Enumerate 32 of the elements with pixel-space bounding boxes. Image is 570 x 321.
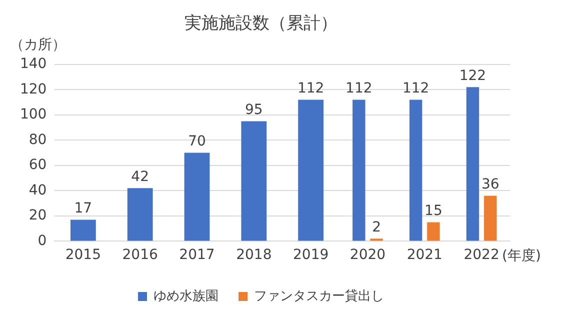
data-label: 36 bbox=[481, 176, 500, 192]
y-tick-label: 120 bbox=[20, 81, 47, 98]
x-tick-label: 2018 bbox=[236, 247, 272, 264]
x-tick-label: 2022 bbox=[464, 247, 500, 264]
data-label: 95 bbox=[244, 102, 263, 118]
y-tick-label: 40 bbox=[28, 182, 47, 198]
data-label: 42 bbox=[131, 168, 149, 185]
data-label: 2 bbox=[372, 219, 382, 236]
y-tick-label: 80 bbox=[28, 132, 47, 148]
y-axis-title: （カ所） bbox=[10, 37, 66, 54]
legend-label: ゆめ水族園 bbox=[154, 288, 218, 304]
legend-label: ファンタスカー貸出し bbox=[254, 288, 384, 304]
y-tick-label: 60 bbox=[28, 157, 47, 174]
data-label: 112 bbox=[297, 80, 324, 96]
data-label: 112 bbox=[402, 80, 430, 96]
x-tick-label: 2020 bbox=[350, 247, 386, 264]
data-label: 70 bbox=[188, 133, 206, 150]
x-tick-label: 2017 bbox=[179, 247, 215, 264]
data-label: 122 bbox=[459, 68, 486, 84]
data-label: 112 bbox=[346, 80, 372, 96]
y-tick-label: 20 bbox=[28, 208, 47, 224]
data-label: 17 bbox=[74, 200, 92, 216]
x-tick-label: 2019 bbox=[292, 247, 329, 264]
data-label: 15 bbox=[424, 202, 442, 219]
y-tick-label: 100 bbox=[20, 106, 47, 123]
y-tick-label: 140 bbox=[20, 56, 47, 72]
x-tick-label: 2015 bbox=[65, 247, 101, 264]
x-tick-label: 2016 bbox=[122, 247, 158, 264]
y-tick-label: 0 bbox=[38, 232, 47, 249]
chart-title: 実施施設数（累計） bbox=[184, 14, 338, 34]
x-tick-label: 2021 bbox=[406, 247, 442, 264]
x-axis-title: (年度) bbox=[502, 248, 541, 264]
